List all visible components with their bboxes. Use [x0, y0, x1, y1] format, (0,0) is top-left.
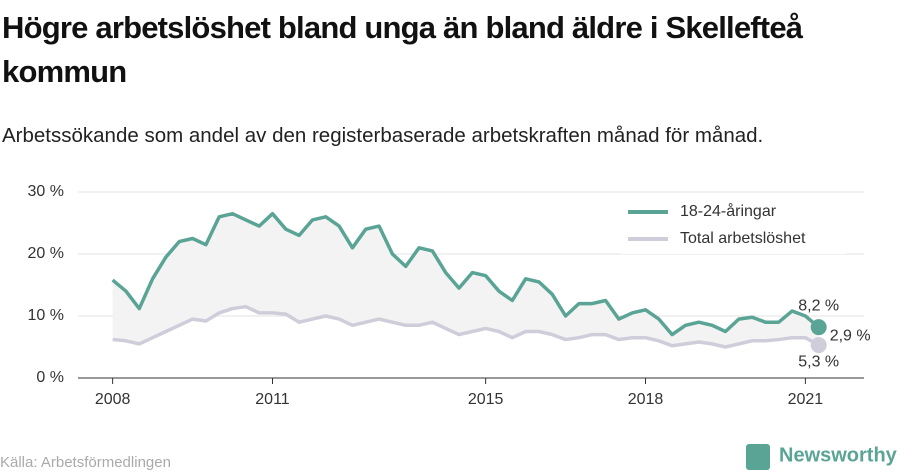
- x-tick-label: 2015: [468, 391, 504, 408]
- end-label: 8,2 %: [798, 297, 839, 314]
- y-tick-label: 0 %: [36, 369, 64, 386]
- source: Källa: Arbetsförmedlingen: [0, 454, 171, 471]
- y-tick-label: 10 %: [28, 307, 64, 324]
- brand: Newsworthy: [779, 444, 898, 466]
- x-tick-label: 2011: [255, 391, 290, 408]
- series-line: [111, 211, 820, 337]
- legend-label: 18-24-åringar: [680, 202, 777, 220]
- chart-subtitle: Arbetssökande som andel av den registerb…: [2, 124, 764, 147]
- series-line: [112, 304, 820, 349]
- x-tick-label: 2008: [95, 391, 131, 408]
- chart-title: Högre arbetslöshet bland unga än bland ä…: [2, 10, 803, 89]
- end-label: 5,3 %: [798, 353, 839, 370]
- x-tick-label: 2018: [628, 391, 664, 408]
- legend-label: Total arbetslöshet: [680, 230, 806, 247]
- legend-bg: [620, 198, 846, 254]
- y-tick-label: 20 %: [28, 245, 64, 262]
- gap-label: 2,9 %: [830, 327, 871, 344]
- end-point: [810, 319, 827, 336]
- x-tick-label: 2021: [788, 391, 824, 408]
- end-point: [810, 337, 827, 354]
- y-tick-label: 30 %: [28, 183, 64, 200]
- logo-icon: [746, 444, 770, 470]
